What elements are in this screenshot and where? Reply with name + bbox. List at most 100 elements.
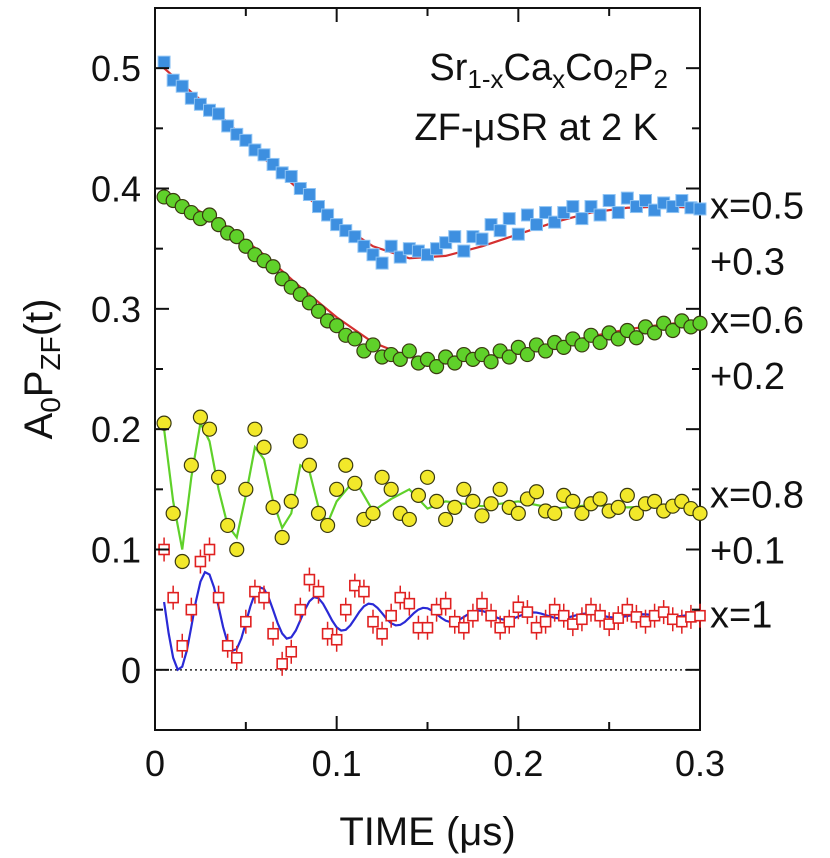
data-point — [475, 232, 489, 246]
data-point — [230, 651, 243, 664]
data-point — [602, 194, 616, 208]
data-point — [257, 148, 271, 162]
data-point — [694, 609, 706, 622]
data-point — [646, 493, 663, 509]
data-point — [229, 541, 245, 558]
series-label-name: x=0.5 — [710, 186, 804, 228]
data-point — [347, 475, 363, 491]
series-x-1 — [158, 537, 706, 676]
data-point — [539, 615, 552, 628]
data-point — [548, 603, 561, 616]
series-label-name: x=1 — [710, 595, 772, 637]
data-point — [528, 484, 545, 500]
data-point — [165, 505, 181, 522]
data-point — [576, 613, 588, 626]
data-point — [401, 511, 417, 528]
data-point — [185, 603, 198, 616]
data-point — [329, 481, 345, 497]
data-point — [156, 415, 172, 431]
subscript: ZF — [35, 336, 66, 370]
data-point — [258, 591, 270, 604]
data-point — [530, 218, 543, 232]
data-point — [249, 585, 261, 598]
y-tick-label: 0.1 — [91, 530, 141, 571]
data-point — [610, 499, 626, 515]
data-point — [403, 597, 416, 610]
data-point — [547, 505, 563, 522]
data-point — [157, 55, 171, 69]
data-point — [456, 481, 472, 497]
data-point — [394, 591, 407, 604]
data-point — [410, 487, 427, 503]
data-point — [284, 169, 298, 183]
annotation-text: Sr — [429, 47, 467, 89]
data-point — [401, 343, 417, 359]
data-point — [439, 597, 452, 610]
data-point — [585, 603, 597, 616]
annotation-text: P — [628, 47, 653, 89]
x-tick-label: 0.1 — [312, 743, 362, 784]
data-point — [220, 517, 236, 534]
data-point — [421, 621, 434, 634]
data-point — [519, 346, 536, 363]
data-point — [310, 505, 327, 522]
series-label-name: x=0.8 — [710, 474, 804, 516]
x-axis-title: TIME (μs) — [339, 810, 515, 854]
annotation-line1: Sr1-xCaxCo2P2 — [429, 47, 668, 94]
fit-line-x-0.5 — [163, 67, 701, 260]
data-point — [592, 334, 608, 351]
data-point — [256, 439, 272, 455]
data-point — [465, 493, 481, 509]
subscript: 1-x — [467, 64, 503, 94]
data-point — [428, 493, 445, 509]
data-point — [665, 322, 681, 339]
data-point — [292, 433, 308, 449]
data-point — [565, 493, 581, 509]
data-point — [240, 615, 252, 628]
data-point — [294, 603, 307, 616]
axis-title-text: P — [17, 371, 61, 398]
data-point — [592, 491, 608, 507]
data-point — [458, 621, 470, 634]
data-point — [467, 609, 479, 622]
series-label-offset: +0.3 — [710, 242, 785, 284]
data-point — [594, 609, 606, 622]
data-point — [639, 194, 652, 208]
data-point — [201, 207, 218, 223]
data-point — [348, 230, 362, 244]
data-point — [428, 358, 445, 375]
data-point — [430, 603, 443, 616]
data-point — [574, 505, 590, 522]
data-point — [503, 615, 516, 628]
y-axis-title: A0PZF(t) — [17, 299, 66, 440]
data-point — [221, 639, 234, 652]
data-point — [319, 517, 336, 534]
subscript: x — [552, 64, 565, 94]
y-tick-label: 0.2 — [91, 409, 141, 450]
data-point — [176, 639, 189, 652]
data-point — [201, 421, 218, 437]
data-point — [575, 212, 589, 226]
y-tick-label: 0.3 — [91, 289, 141, 330]
y-tick-label: 0.4 — [91, 169, 141, 210]
data-point — [621, 603, 634, 616]
data-point — [376, 627, 388, 640]
subscript: 2 — [654, 64, 668, 94]
data-point — [483, 354, 499, 370]
y-tick-label: 0 — [121, 650, 141, 691]
data-point — [385, 609, 397, 622]
subscript: 2 — [614, 64, 628, 94]
data-point — [203, 543, 216, 556]
data-point — [639, 615, 652, 628]
data-point — [438, 511, 454, 528]
data-point — [612, 612, 625, 624]
axis-title-text: (t) — [17, 299, 61, 337]
series-x-0.5 — [157, 55, 707, 270]
data-point — [603, 618, 615, 630]
data-point — [447, 499, 463, 515]
data-point — [312, 585, 325, 598]
data-point — [502, 212, 516, 226]
data-point — [301, 457, 318, 473]
data-point — [485, 609, 497, 622]
